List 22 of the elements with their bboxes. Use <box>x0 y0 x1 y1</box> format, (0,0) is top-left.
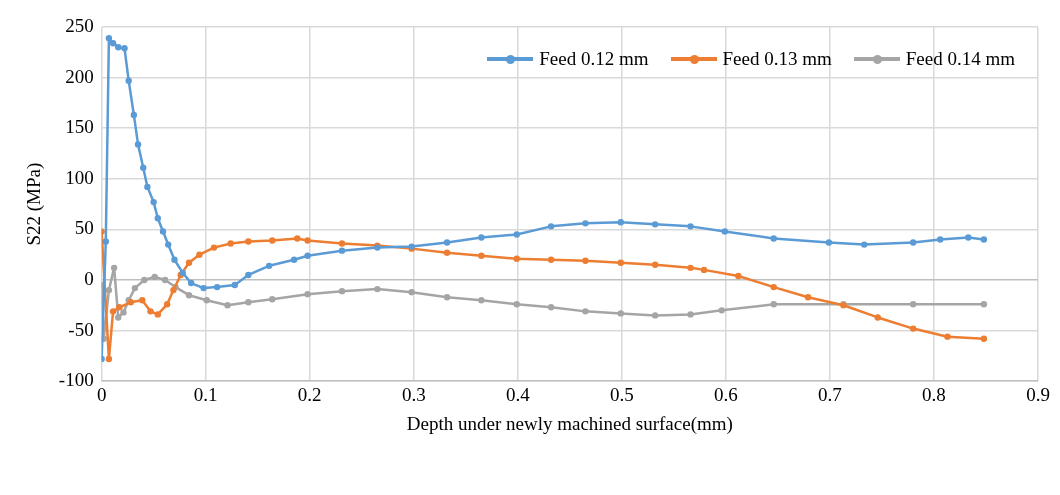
x-tick-label: 0.8 <box>922 383 946 405</box>
y-tick-label: 0 <box>84 267 94 289</box>
legend-label: Feed 0.14 mm <box>905 48 1015 70</box>
x-tick-label: 0.6 <box>714 383 738 405</box>
y-tick-label: -50 <box>68 318 94 340</box>
y-tick-label: 50 <box>74 217 94 239</box>
legend-label: Feed 0.13 mm <box>722 48 832 70</box>
x-tick-label: 0.5 <box>609 383 634 405</box>
x-tick-label: 0.2 <box>297 383 322 405</box>
x-tick-label: 0.7 <box>818 383 842 405</box>
x-tick-label: 0.3 <box>401 383 426 405</box>
x-tick-label: 0.1 <box>193 383 218 405</box>
x-axis-title: Depth under newly machined surface(mm) <box>406 412 733 435</box>
y-axis-title: S22 (MPa) <box>23 162 46 246</box>
legend-label: Feed 0.12 mm <box>539 48 649 70</box>
x-tick-label: 0.9 <box>1026 383 1050 405</box>
x-tick-label: 0.4 <box>505 383 531 405</box>
y-tick-label: 150 <box>65 116 94 138</box>
y-tick-label: -100 <box>58 369 94 391</box>
y-tick-label: 100 <box>65 166 94 188</box>
y-tick-label: 250 <box>65 14 94 36</box>
y-tick-label: 200 <box>65 65 94 87</box>
